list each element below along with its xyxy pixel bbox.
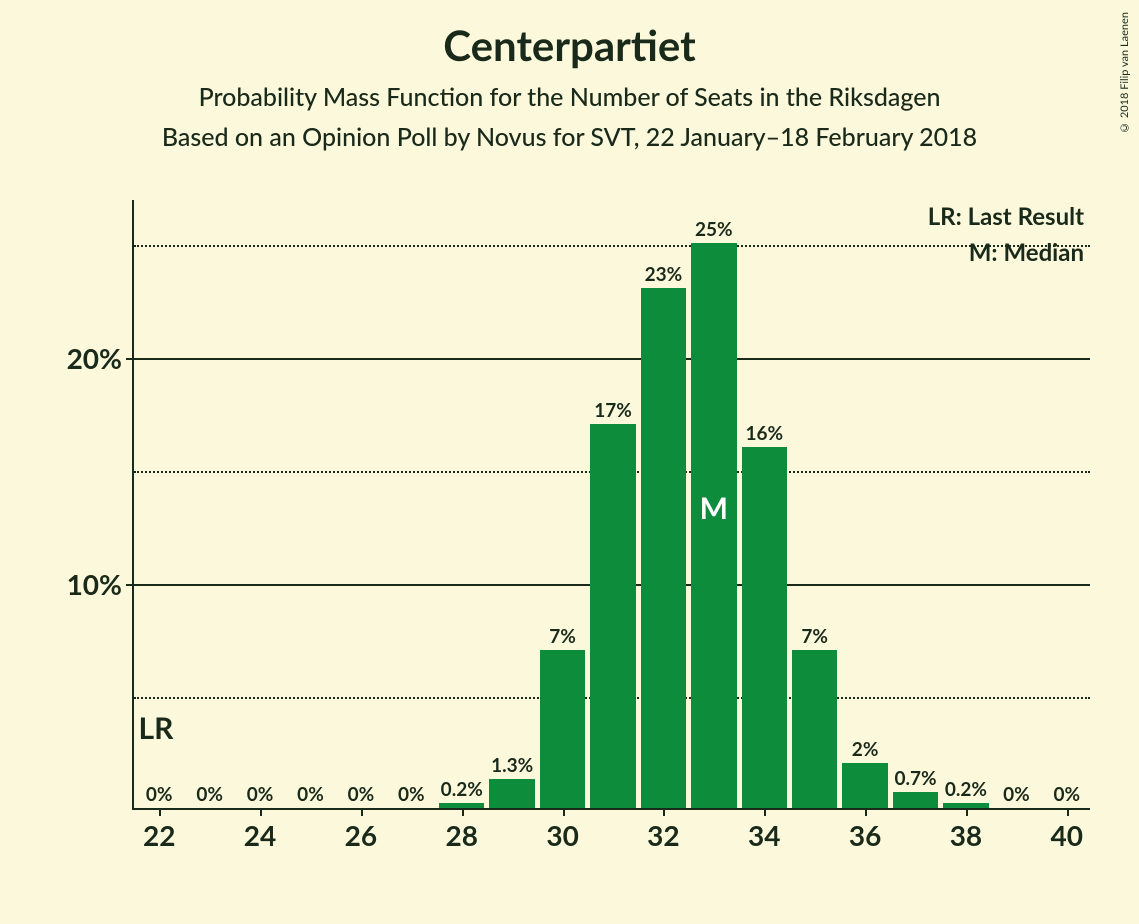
median-marker: M [700, 490, 728, 526]
y-tick [126, 584, 134, 586]
x-axis-label: 34 [748, 818, 780, 852]
bar [691, 243, 736, 808]
bar-value-label: 23% [645, 263, 683, 290]
bar-value-label: 0% [1053, 783, 1080, 810]
bar-value-label: 0.2% [945, 778, 987, 805]
x-tick [663, 808, 665, 816]
bar [792, 650, 837, 808]
x-axis-label: 32 [647, 818, 679, 852]
x-axis-label: 26 [345, 818, 377, 852]
bar-value-label: 16% [745, 422, 783, 449]
plot-region: LR: Last Result M: Median 10%20%22242628… [132, 200, 1090, 810]
bar-value-label: 0% [146, 783, 173, 810]
bar [842, 763, 887, 808]
bar-value-label: 7% [801, 625, 828, 652]
chart-subtitle-1: Probability Mass Function for the Number… [0, 82, 1139, 112]
y-axis-label: 10% [67, 567, 122, 601]
legend-m: M: Median [969, 238, 1084, 267]
x-axis-label: 28 [445, 818, 477, 852]
chart-area: LR: Last Result M: Median 10% 20% 22 24 26 28… [60, 190, 1100, 850]
lr-marker: LR [139, 710, 174, 746]
copyright-text: © 2018 Filip van Laenen [1118, 12, 1131, 134]
grid-line-minor [134, 245, 1090, 247]
bar [742, 447, 787, 808]
x-tick [966, 808, 968, 816]
x-axis-label: 30 [546, 818, 578, 852]
bar-value-label: 1.3% [491, 754, 533, 781]
bar-value-label: 25% [695, 218, 733, 245]
x-tick [764, 808, 766, 816]
bar-value-label: 0.7% [894, 767, 936, 794]
bar [489, 779, 534, 808]
bar-value-label: 0% [348, 783, 375, 810]
x-axis-label: 22 [143, 818, 175, 852]
bar-value-label: 2% [852, 738, 879, 765]
y-axis-label: 20% [67, 341, 122, 375]
bar-value-label: 0% [196, 783, 223, 810]
bar [590, 424, 635, 808]
chart-subtitle-2: Based on an Opinion Poll by Novus for SV… [0, 122, 1139, 152]
legend-lr: LR: Last Result [928, 202, 1084, 231]
x-axis-label: 24 [244, 818, 276, 852]
y-tick [126, 358, 134, 360]
x-axis-label: 38 [950, 818, 982, 852]
bar [641, 288, 686, 808]
x-axis-label: 40 [1051, 818, 1083, 852]
bar-value-label: 0% [1003, 783, 1030, 810]
x-tick [563, 808, 565, 816]
chart-title: Centerpartiet [0, 20, 1139, 70]
bar-value-label: 0% [247, 783, 274, 810]
bar-value-label: 17% [594, 399, 632, 426]
x-tick [865, 808, 867, 816]
bar-value-label: 0% [398, 783, 425, 810]
grid-line-major [134, 358, 1090, 360]
bar [893, 792, 938, 808]
bar [540, 650, 585, 808]
x-axis-label: 36 [849, 818, 881, 852]
chart-header: Centerpartiet Probability Mass Function … [0, 0, 1139, 152]
bar-value-label: 0% [297, 783, 324, 810]
bar-value-label: 7% [549, 625, 576, 652]
bar-value-label: 0.2% [441, 778, 483, 805]
x-tick [462, 808, 464, 816]
